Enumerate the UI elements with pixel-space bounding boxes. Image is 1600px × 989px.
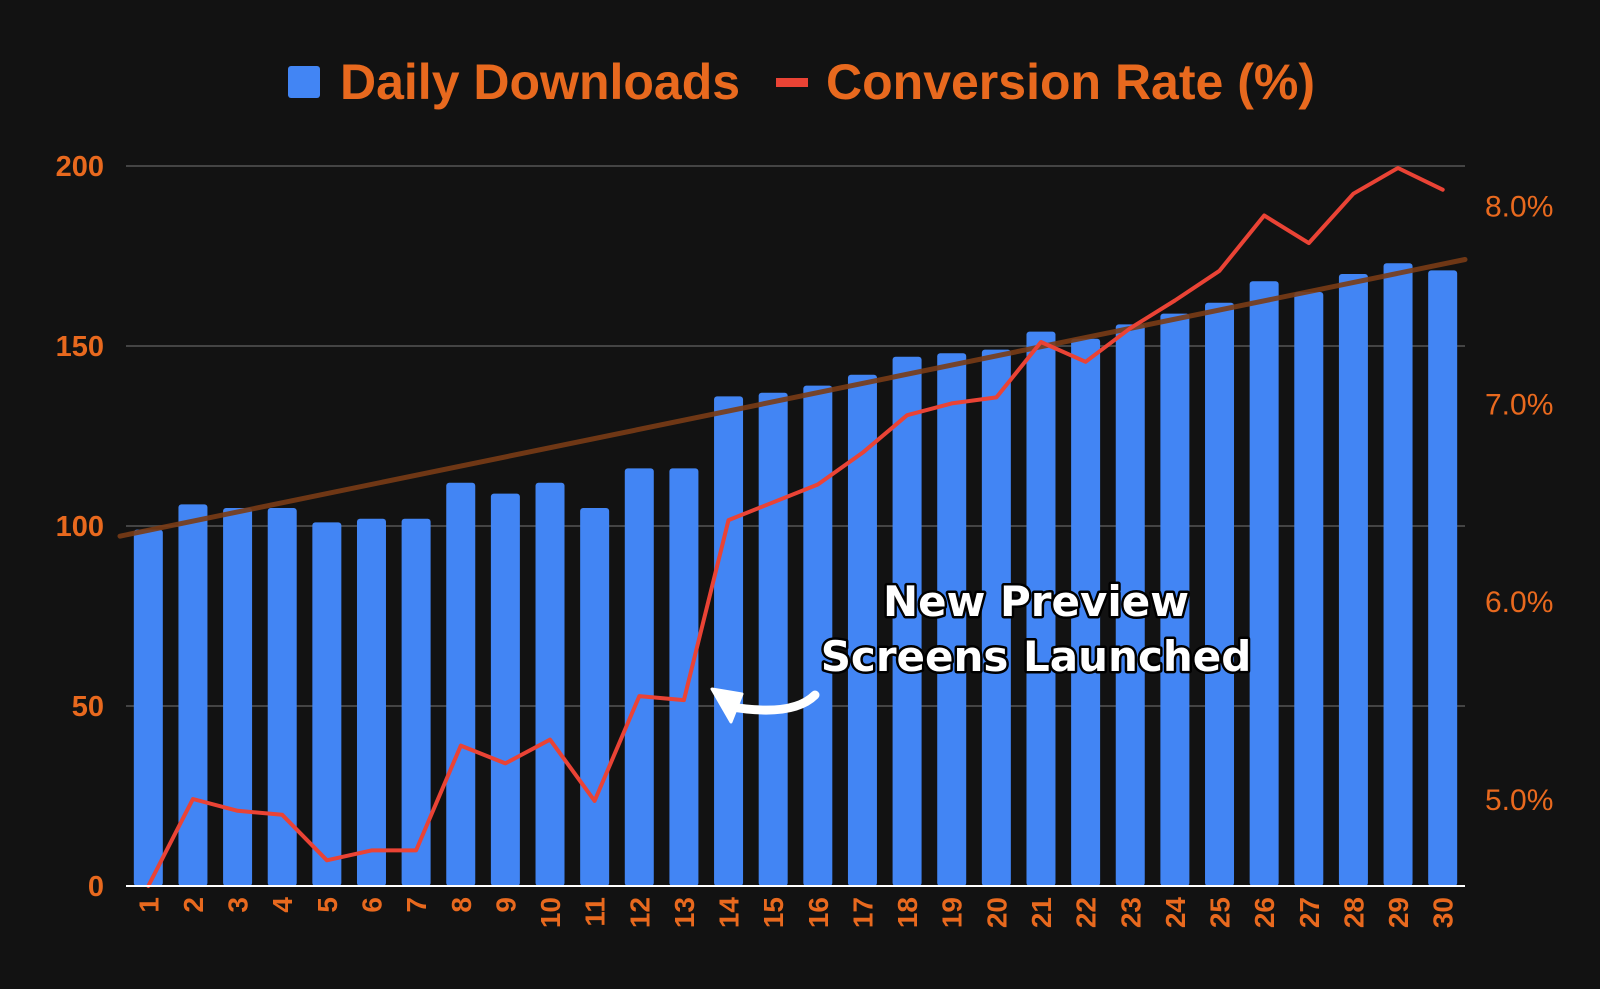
x-tick-label: 30 [1428, 897, 1459, 928]
legend-swatch-conversion-rate [776, 78, 808, 87]
x-tick-label: 17 [847, 897, 878, 928]
y-tick-label: 50 [72, 691, 104, 723]
bar [401, 518, 431, 886]
bar [892, 356, 922, 886]
legend-label-daily-downloads: Daily Downloads [340, 54, 740, 110]
x-tick-label: 21 [1026, 897, 1057, 928]
y2-tick-label: 5.0% [1485, 784, 1553, 817]
y-tick-label: 200 [56, 151, 104, 183]
x-tick-label: 7 [401, 897, 432, 913]
bar [223, 508, 253, 886]
bar [937, 353, 967, 886]
bar [133, 529, 163, 886]
x-tick-label: 12 [624, 897, 655, 928]
x-tick-label: 4 [267, 897, 298, 913]
x-tick-label: 15 [758, 897, 789, 928]
y-tick-label: 150 [56, 331, 104, 363]
bar [1294, 292, 1324, 886]
bar [1115, 324, 1145, 886]
x-tick-label: 19 [937, 897, 968, 928]
bar [1205, 302, 1235, 886]
x-tick-label: 23 [1115, 897, 1146, 928]
x-tick-label: 5 [312, 897, 343, 913]
bar [1338, 274, 1368, 886]
x-tick-label: 9 [490, 897, 521, 913]
bar [267, 508, 297, 886]
x-tick-label: 22 [1071, 897, 1102, 928]
x-tick-label: 29 [1383, 897, 1414, 928]
bar [580, 508, 610, 886]
legend-label-conversion-rate: Conversion Rate (%) [826, 54, 1315, 110]
bar [1383, 263, 1413, 886]
x-tick-label: 2 [178, 897, 209, 913]
bar [981, 349, 1011, 887]
bar [669, 468, 699, 886]
x-tick-label: 24 [1160, 897, 1191, 929]
bar [356, 518, 386, 886]
bar [1026, 331, 1056, 887]
annotation: New Preview Screens Launched [710, 575, 1254, 724]
x-tick-label: 16 [803, 897, 834, 928]
bar [446, 482, 476, 886]
y-tick-label: 0 [88, 871, 104, 903]
bar [535, 482, 565, 886]
x-tick-label: 6 [356, 897, 387, 913]
bar [803, 385, 833, 886]
curved-arrow-left-icon [710, 687, 820, 724]
x-tick-label: 14 [714, 897, 745, 929]
bar [1071, 338, 1101, 886]
conversion-rate-line [146, 166, 1445, 888]
x-tick-label: 28 [1338, 897, 1369, 928]
bar [178, 504, 208, 886]
bar-series-daily-downloads [133, 263, 1458, 887]
x-tick-label: 11 [580, 897, 611, 927]
x-tick-label: 18 [892, 897, 923, 928]
y2-tick-label: 8.0% [1485, 191, 1553, 224]
x-tick-label: 20 [981, 897, 1012, 928]
annotation-line-2: Screens Launched [821, 632, 1252, 681]
bar [714, 396, 744, 886]
x-tick-label: 1 [133, 897, 164, 913]
x-tick-label: 27 [1294, 897, 1325, 928]
x-tick-label: 26 [1249, 897, 1280, 928]
y-tick-label: 100 [56, 511, 104, 543]
bar [1160, 313, 1190, 887]
bar [624, 468, 654, 886]
legend: Daily Downloads Conversion Rate (%) [288, 54, 1315, 110]
trendline [117, 257, 1468, 539]
bar [1249, 281, 1279, 886]
x-tick-label: 25 [1205, 897, 1236, 928]
y2-tick-label: 7.0% [1485, 388, 1553, 421]
x-tick-label: 3 [223, 897, 254, 913]
x-tick-label: 8 [446, 897, 477, 913]
y2-tick-label: 6.0% [1485, 586, 1553, 619]
bar [1428, 270, 1458, 886]
bar [312, 522, 342, 886]
bar [758, 392, 788, 886]
annotation-line-1: New Preview [883, 577, 1189, 626]
bar [847, 374, 877, 886]
legend-swatch-daily-downloads [288, 66, 320, 98]
x-tick-label: 13 [669, 897, 700, 928]
bar [490, 493, 520, 886]
x-tick-label: 10 [535, 897, 566, 928]
trendline-path [117, 257, 1468, 539]
